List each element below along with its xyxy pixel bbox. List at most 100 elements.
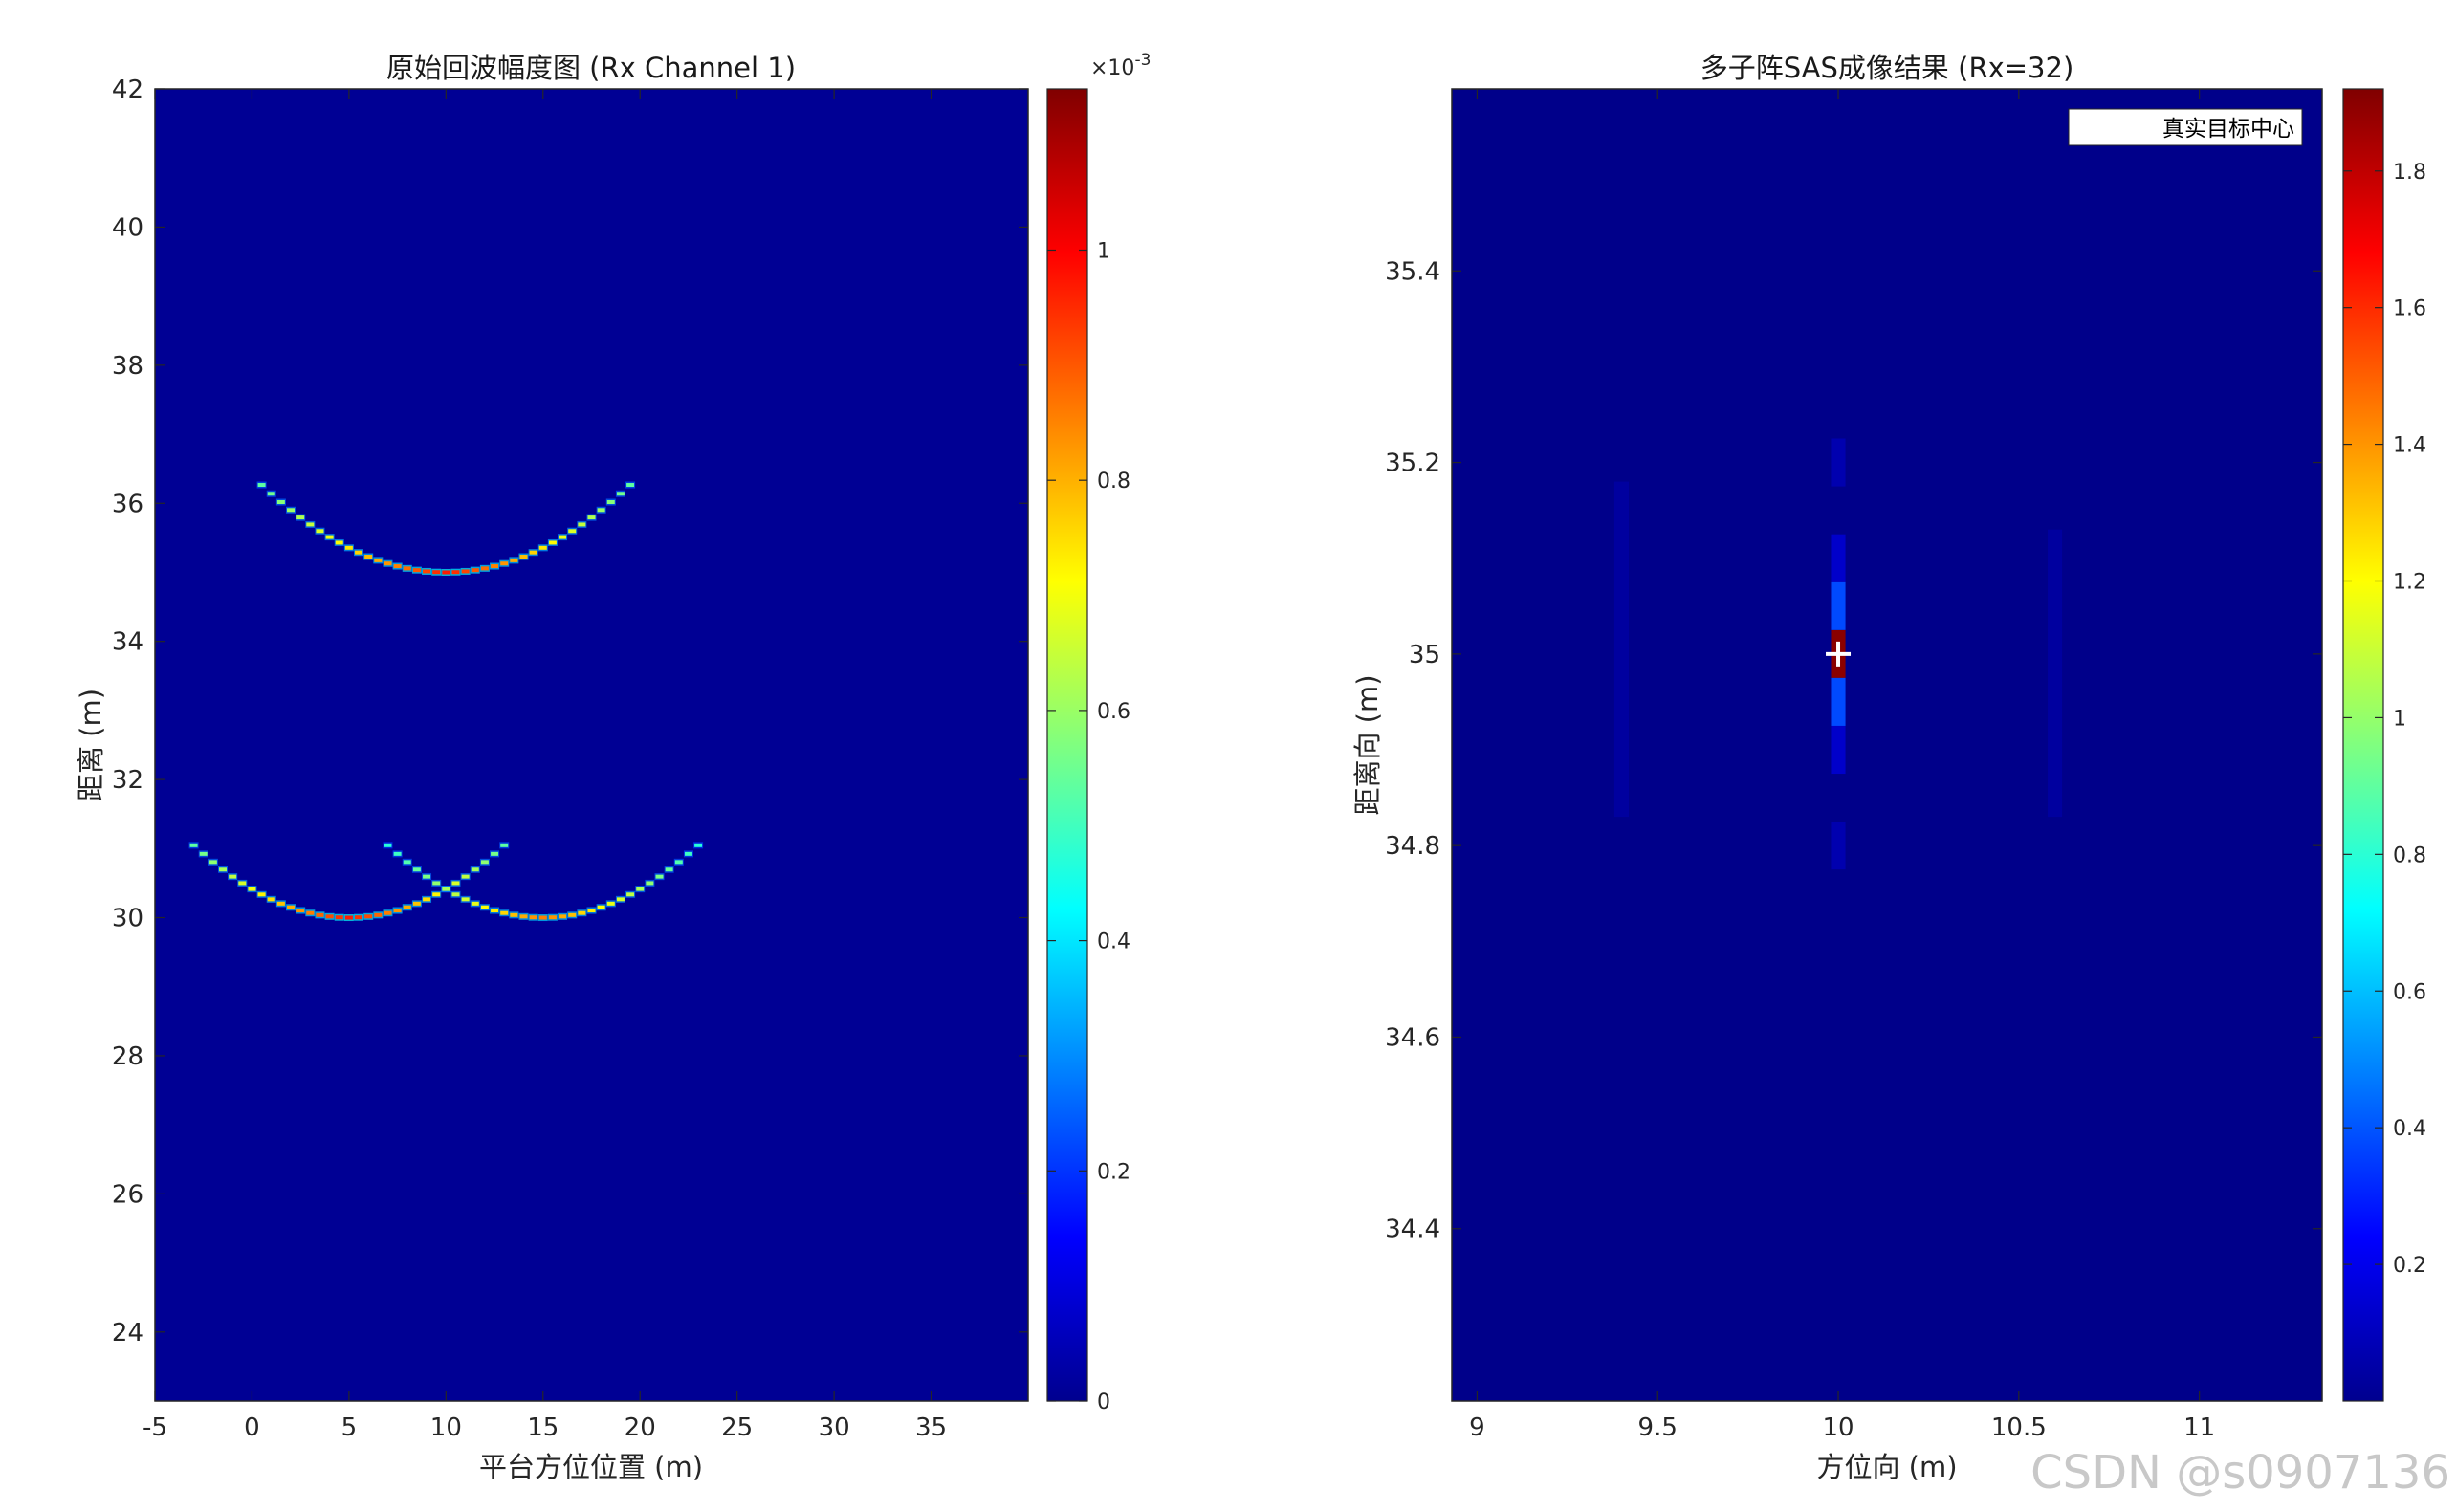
y-tick-label: 28 [112, 1042, 143, 1071]
x-tick-label: 35 [915, 1413, 947, 1442]
echo-curve-sample [491, 564, 499, 569]
x-tick-label: 25 [721, 1413, 753, 1442]
echo-curve-sample [403, 905, 411, 909]
echo-curve-sample [238, 881, 247, 886]
echo-curve-sample [325, 535, 334, 539]
colorbar-tick-label: 0.4 [2393, 1117, 2426, 1141]
echo-curve-sample [510, 558, 518, 562]
echo-curve-sample [344, 915, 353, 920]
left-colorbar-ticks: 0 0.2 0.4 0.6 0.8 1 [1047, 239, 1130, 1414]
y-tick-label: 34.4 [1385, 1216, 1440, 1244]
image-cell [1831, 534, 1846, 582]
echo-curve-2 [383, 842, 704, 922]
echo-curve-sample [229, 874, 237, 879]
echo-curve-sample [267, 897, 275, 902]
echo-curve-sample [384, 843, 392, 847]
echo-curve-sample [257, 483, 266, 488]
echo-curve-sample [393, 851, 402, 856]
echo-curve-sample [355, 550, 363, 555]
echo-curve-sample [480, 860, 489, 865]
right-x-label: 方位向 (m) [1816, 1451, 1957, 1483]
echo-curve-sample [287, 508, 296, 513]
left-y-label: 距离 (m) [75, 689, 107, 801]
echo-curve-sample [538, 915, 547, 920]
image-cell [1831, 677, 1846, 726]
echo-curve-sample [442, 887, 450, 891]
echo-curve-sample [587, 515, 596, 520]
x-tick-label: 9 [1469, 1413, 1485, 1442]
echo-curve-sample [276, 901, 285, 906]
echo-curve-sample [480, 566, 489, 571]
echo-curve-sample [374, 558, 383, 562]
echo-curve-sample [287, 905, 296, 909]
colorbar-tick-label: 1.8 [2393, 161, 2426, 185]
echo-curve-sample [694, 843, 703, 847]
echo-curve-sample [384, 561, 392, 566]
echo-curve-sample [208, 860, 217, 865]
colorbar-tick-label: 1.6 [2393, 297, 2426, 321]
echo-curve-sample [587, 909, 596, 913]
x-tick-label: 0 [244, 1413, 260, 1442]
echo-curve-sample [510, 912, 518, 917]
image-cell [1831, 725, 1846, 775]
echo-curve-sample [393, 909, 402, 913]
colorbar-tick-label: 1.4 [2393, 434, 2426, 458]
echo-curve-sample [403, 860, 411, 865]
echo-curve-sample [471, 568, 479, 573]
echo-curve-sample [655, 874, 664, 879]
right-plot-background [1452, 89, 2322, 1401]
echo-curve-sample [665, 867, 673, 872]
echo-curve-sample [393, 564, 402, 569]
colorbar-tick-label: 0.8 [1097, 470, 1130, 493]
left-colorbar [1046, 88, 1088, 1402]
left-plot-frame [154, 88, 1029, 1402]
right-colorbar [2342, 88, 2384, 1402]
echo-curve-sample [461, 897, 470, 902]
right-colorbar-ticks: 0.2 0.4 0.6 0.8 1 1.2 1.4 1.6 1.8 [2343, 161, 2426, 1278]
right-plot-frame [1451, 88, 2323, 1402]
legend-box [2068, 108, 2303, 146]
x-tick-label: 11 [2183, 1413, 2215, 1442]
x-tick-label: 9.5 [1638, 1413, 1678, 1442]
echo-curve-sample [519, 555, 528, 559]
echo-curve-sample [267, 492, 275, 496]
echo-curve-sample [384, 910, 392, 915]
echo-curve-sample [412, 867, 421, 872]
echo-curve-sample [276, 500, 285, 505]
x-tick-label: 20 [625, 1413, 656, 1442]
echo-curve-sample [451, 881, 460, 886]
echo-curve-sample [480, 905, 489, 909]
right-chart-title: 多子阵SAS成像结果 (Rx=32) [1700, 52, 2074, 84]
echo-curve-sample [316, 529, 324, 534]
left-x-label: 平台方位位置 (m) [479, 1451, 703, 1483]
echo-curve-sample [461, 874, 470, 879]
echo-curve-sample [344, 545, 353, 550]
legend: 真实目标中心 [2068, 108, 2303, 146]
echo-curve-sample [442, 570, 450, 575]
colorbar-tick-label: 1 [1097, 239, 1110, 263]
echo-curve-sample [189, 843, 198, 847]
echo-curve-sample [355, 915, 363, 920]
y-tick-label: 42 [112, 76, 143, 104]
echo-curve-sample [374, 912, 383, 917]
image-cell [1613, 481, 1630, 818]
left-plot-background [155, 89, 1028, 1401]
echo-curve-sample [248, 887, 256, 891]
echo-curve-sample [451, 570, 460, 575]
colorbar-tick-label: 0.2 [2393, 1254, 2426, 1278]
echo-curve-sample [616, 897, 625, 902]
echo-curve-sample [559, 535, 567, 539]
echo-curve-sample [306, 522, 315, 527]
echo-curve-sample [529, 915, 537, 920]
x-tick-label: 30 [819, 1413, 850, 1442]
colorbar-tick-label: 1 [2393, 707, 2406, 731]
y-tick-label: 35 [1409, 641, 1440, 669]
x-tick-label: 15 [527, 1413, 559, 1442]
x-tick-label: 5 [341, 1413, 358, 1442]
y-tick-label: 32 [112, 766, 143, 795]
y-tick-label: 36 [112, 490, 143, 518]
left-colorbar-exponent-power: -3 [1134, 51, 1151, 70]
watermark: CSDN @s0907136 [2030, 1446, 2450, 1500]
echo-curve-sample [606, 500, 615, 505]
